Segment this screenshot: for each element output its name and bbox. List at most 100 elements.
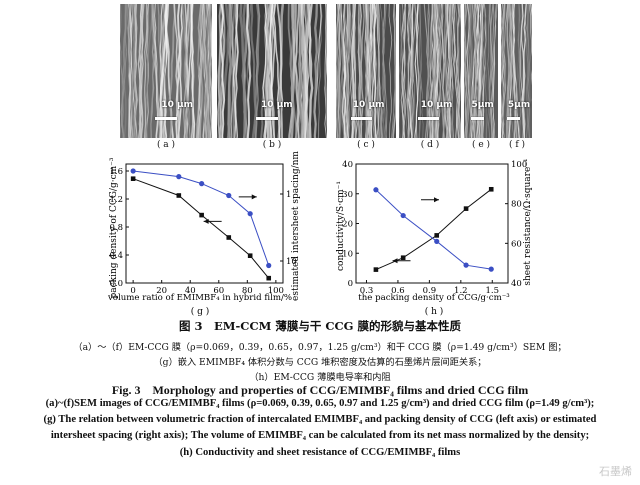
- plot-frame: [125, 163, 284, 284]
- sem-fiber: [269, 4, 274, 138]
- caption-cn-title: 图 3 EM-CCM 薄膜与干 CCG 膜的形貌与基本性质: [179, 319, 461, 333]
- sem-fiber: [305, 4, 311, 138]
- y-tick-label: 40: [342, 160, 353, 170]
- sem-fiber: [246, 4, 252, 138]
- y2-tick-label: 1: [286, 190, 291, 200]
- sem-fiber: [143, 4, 148, 138]
- sem-fiber: [376, 4, 381, 138]
- series-point-square: [400, 255, 406, 261]
- caption-cn-line-3: （h）EM-CCG 薄膜电导率和内阻: [249, 372, 391, 383]
- sem-fiber: [528, 4, 532, 86]
- sem-fiber: [160, 4, 166, 138]
- sem-fiber: [121, 4, 128, 138]
- chart-h-xlabel: the packing density of CCG/g·cm⁻³: [358, 293, 510, 303]
- sem-fiber: [505, 4, 510, 138]
- sem-fiber: [522, 4, 527, 138]
- y-tick-label: 0: [348, 279, 353, 289]
- sem-image-e: 5μm: [464, 4, 498, 138]
- y-tick-label: 0.4: [109, 251, 123, 261]
- sem-fiber: [438, 4, 446, 138]
- series-point-square: [130, 176, 136, 181]
- y-tick-label: 1.2: [109, 195, 123, 205]
- sem-fiber: [400, 4, 406, 138]
- series-point-square: [434, 233, 440, 238]
- sem-fiber: [300, 4, 306, 138]
- arrow-left-axis-head: [392, 258, 398, 264]
- sem-fiber: [138, 4, 145, 138]
- sem-texture: [464, 4, 498, 138]
- sem-fiber: [366, 4, 372, 138]
- sem-fiber: [487, 4, 491, 138]
- sem-fiber: [131, 4, 136, 138]
- sem-fiber: [425, 4, 430, 138]
- sem-fiber: [392, 4, 396, 138]
- sem-fiber: [437, 4, 442, 138]
- sem-texture: [336, 4, 396, 138]
- caption-en-title: Fig. 3 Morphology and properties of CCG/…: [111, 383, 529, 397]
- x-tick-label: 0.3: [360, 286, 374, 296]
- sem-fiber: [440, 4, 449, 138]
- series-point-circle: [247, 211, 253, 217]
- x-tick-label: 40: [185, 286, 196, 296]
- sem-scale-bar: [417, 116, 440, 120]
- sem-fiber: [301, 4, 306, 138]
- plot-frame: [355, 163, 509, 284]
- series-point-circle: [373, 187, 379, 193]
- caption-en-line-2: (g) The relation between volumetric frac…: [43, 414, 597, 425]
- chart-h-ylabel: conductivity/S·cm⁻¹: [336, 181, 346, 271]
- sem-fiber: [345, 4, 349, 138]
- series-point-circle: [266, 262, 272, 269]
- sem-fiber: [466, 4, 471, 138]
- sem-fiber: [447, 4, 452, 138]
- x-tick-label: 0.9: [423, 286, 437, 296]
- sem-label-e: ( e ): [471, 140, 491, 150]
- y-tick-label: 20: [342, 220, 353, 230]
- sem-fiber: [228, 4, 233, 138]
- sem-fiber: [294, 4, 300, 138]
- y-tick-label: 1.6: [109, 167, 123, 177]
- sem-fiber: [128, 4, 136, 138]
- sem-fiber: [433, 4, 440, 138]
- series-point-circle: [130, 168, 136, 174]
- sem-fiber: [154, 4, 158, 138]
- sem-image-a: 10 μm: [120, 4, 212, 138]
- x-tick-label: 20: [156, 286, 167, 296]
- sem-fiber: [458, 4, 461, 138]
- series-point-square: [247, 253, 253, 258]
- sem-fiber: [336, 4, 341, 138]
- chart-h-y2label: sheet resistance/Ω·square⁻¹: [523, 158, 533, 285]
- sem-scale-label: 5μm: [507, 100, 531, 111]
- series-line-0: [132, 178, 270, 279]
- sem-scale-label: 5μm: [471, 100, 494, 111]
- sem-fiber: [501, 4, 505, 138]
- sem-scale-bar: [255, 116, 278, 120]
- caption-en-line-1: (a)~(f)SEM images of CCG/EMIMBF₄ films (…: [45, 398, 595, 409]
- chart-g-svg: packing density of CCG/g·cm⁻³ estimated …: [107, 151, 301, 317]
- sem-texture: [399, 4, 461, 138]
- sem-fiber: [388, 4, 393, 138]
- series-point-square: [463, 206, 469, 211]
- sem-fiber: [501, 4, 505, 138]
- series-point-square: [488, 186, 494, 192]
- sem-fiber: [241, 4, 248, 138]
- series-line-1: [375, 189, 492, 270]
- chart-h-svg: conductivity/S·cm⁻¹ sheet resistance/Ω·s…: [336, 158, 533, 317]
- series-point-circle: [434, 238, 440, 244]
- sem-fiber: [501, 4, 507, 138]
- sem-fiber: [262, 4, 268, 138]
- sem-scale-label: 10 μm: [420, 100, 453, 111]
- sem-fiber: [464, 4, 468, 138]
- sem-fiber: [338, 4, 345, 138]
- x-tick-label: 0.6: [391, 286, 405, 296]
- series-point-square: [226, 235, 232, 240]
- sem-fiber: [226, 4, 233, 138]
- sem-fiber: [453, 4, 458, 138]
- sem-fiber: [382, 4, 386, 138]
- sem-fiber: [273, 4, 281, 138]
- series-line-1: [133, 170, 270, 266]
- chart-h-panel-label: ( h ): [425, 306, 444, 317]
- sem-fiber: [521, 4, 527, 138]
- sem-fiber: [429, 4, 434, 138]
- caption-cn-line-1: （a）～（f）EM-CCG 膜（ρ=0.069，0.39，0.65，0.97，1…: [73, 342, 567, 353]
- sem-fiber: [182, 4, 192, 138]
